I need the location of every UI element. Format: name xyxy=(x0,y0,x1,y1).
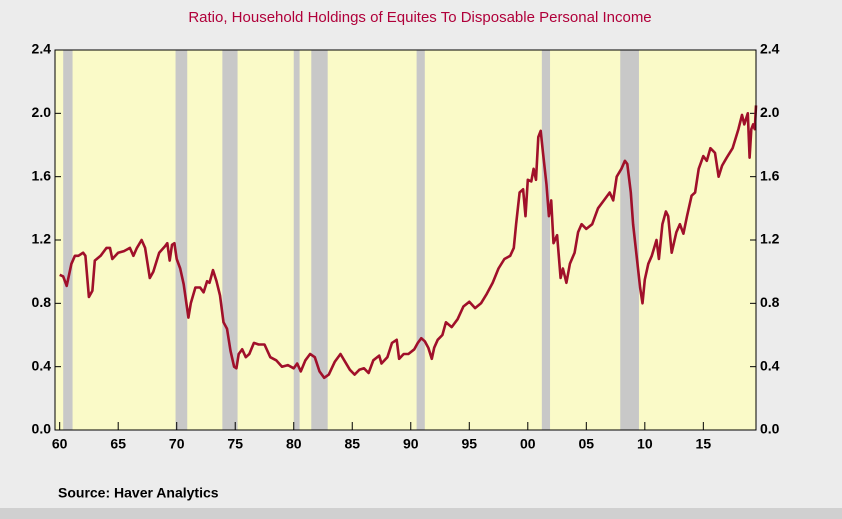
chart-title: Ratio, Household Holdings of Equites To … xyxy=(188,9,651,26)
plot-area xyxy=(55,50,756,430)
x-tick-label: 05 xyxy=(579,436,595,452)
y-tick-label: 2.4 xyxy=(32,41,52,57)
x-tick-label: 65 xyxy=(110,436,126,452)
bottom-strip xyxy=(0,508,842,519)
x-tick-label: 70 xyxy=(169,436,185,452)
plot-border xyxy=(54,49,757,431)
x-tick-label: 60 xyxy=(52,436,68,452)
x-tick-label: 80 xyxy=(286,436,302,452)
y-tick-label: 1.6 xyxy=(32,167,52,183)
x-tick-label: 10 xyxy=(637,436,653,452)
y2-tick-label: 0.4 xyxy=(760,357,780,373)
y-tick-label: 0.8 xyxy=(32,294,52,310)
recession-band xyxy=(63,50,73,430)
y-tick-label: 0.0 xyxy=(32,421,52,437)
y2-tick-label: 1.2 xyxy=(760,231,780,247)
recession-band xyxy=(620,50,639,430)
recession-band xyxy=(541,50,551,430)
x-tick-label: 85 xyxy=(344,436,360,452)
y-tick-label: 1.2 xyxy=(32,231,52,247)
y2-tick-label: 0.8 xyxy=(760,294,780,310)
x-tick-label: 95 xyxy=(461,436,477,452)
x-tick-label: 00 xyxy=(520,436,536,452)
data-line xyxy=(59,105,758,380)
recession-band xyxy=(293,50,300,430)
y2-tick-label: 2.0 xyxy=(760,104,780,120)
recession-band xyxy=(175,50,188,430)
y2-tick-label: 1.6 xyxy=(760,167,780,183)
recession-band xyxy=(311,50,328,430)
recession-band xyxy=(416,50,425,430)
y-tick-label: 0.4 xyxy=(32,357,52,373)
y-tick-label: 2.0 xyxy=(32,104,52,120)
x-tick-label: 15 xyxy=(696,436,712,452)
recession-band xyxy=(222,50,238,430)
source-note: Source: Haver Analytics xyxy=(58,485,219,501)
y2-tick-label: 2.4 xyxy=(760,41,780,57)
x-tick-label: 90 xyxy=(403,436,419,452)
x-tick-label: 75 xyxy=(227,436,243,452)
y2-tick-label: 0.0 xyxy=(760,421,780,437)
